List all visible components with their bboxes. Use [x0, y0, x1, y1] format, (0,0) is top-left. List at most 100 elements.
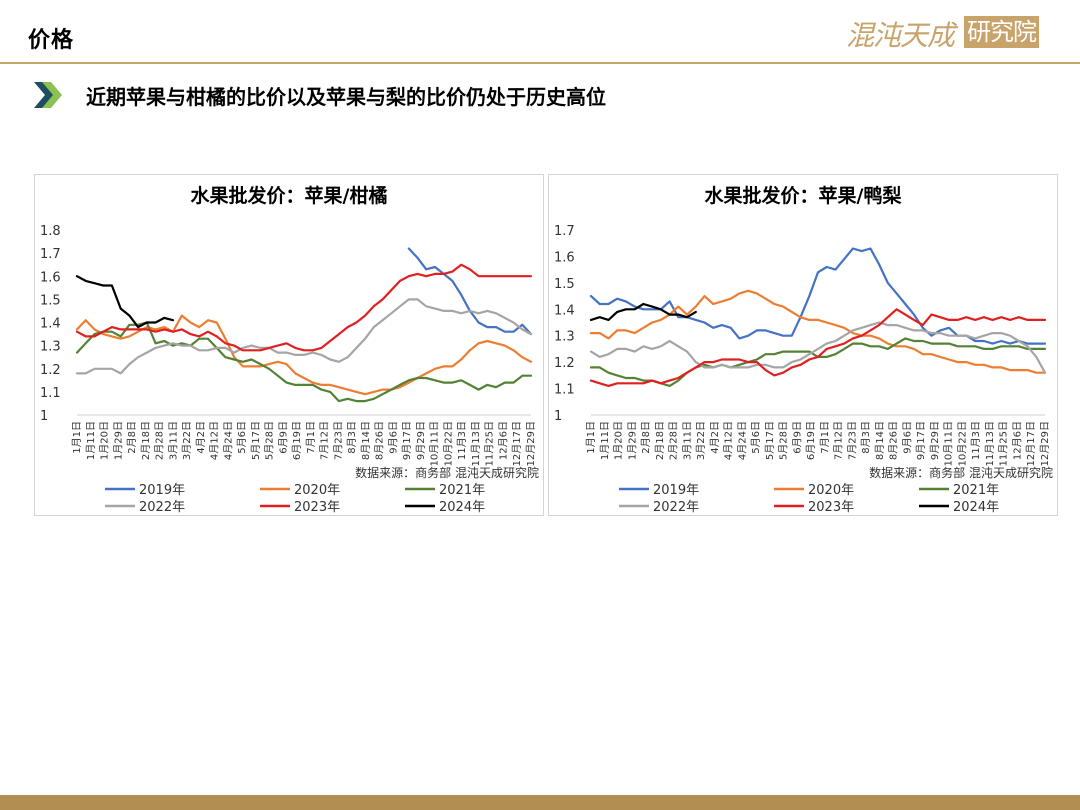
- x-tick-label: 12月29日: [1039, 421, 1051, 466]
- x-tick-label: 8月26日: [374, 421, 386, 460]
- x-tick-label: 6月9日: [791, 421, 803, 454]
- y-tick-label: 1.1: [40, 386, 61, 401]
- legend-label: 2022年: [653, 500, 699, 515]
- y-tick-label: 1: [40, 409, 48, 424]
- x-tick-label: 12月6日: [497, 421, 509, 460]
- y-tick-label: 1.7: [554, 224, 575, 239]
- series-line-2023年: [75, 263, 533, 352]
- x-tick-label: 6月19日: [291, 421, 303, 460]
- x-tick-label: 4月12日: [209, 421, 221, 460]
- x-tick-label: 2月8日: [640, 421, 652, 454]
- chart-title: 水果批发价：苹果/鸭梨: [705, 184, 903, 207]
- x-tick-label: 6月9日: [277, 421, 289, 454]
- x-tick-label: 9月29日: [415, 421, 427, 460]
- x-tick-label: 4月24日: [736, 421, 748, 460]
- x-tick-label: 1月20日: [99, 421, 111, 460]
- legend-label: 2022年: [139, 500, 185, 515]
- legend-label: 2020年: [808, 483, 854, 498]
- x-tick-label: 11月3日: [456, 421, 468, 460]
- slide-subtitle: 近期苹果与柑橘的比价以及苹果与梨的比价仍处于历史高位: [86, 85, 606, 109]
- x-tick-label: 10月11日: [429, 421, 441, 466]
- legend-label: 2021年: [953, 483, 999, 498]
- chart-apple-citrus: 水果批发价：苹果/柑橘 1 1.1 1.2 1.3 1.4 1.5 1.6 1.7 1.8 1月1日…: [40, 184, 539, 515]
- x-tick-label: 2月8日: [126, 421, 138, 454]
- legend-label: 2020年: [294, 483, 340, 498]
- x-tick-label: 12月17日: [1025, 421, 1037, 466]
- y-tick-label: 1.4: [554, 303, 575, 318]
- x-tick-label: 7月1日: [305, 421, 317, 454]
- chart-panel-apple-pear: 水果批发价：苹果/鸭梨 1 1.1 1.2 1.3 1.4 1.5 1.6 1.7 1月1日 1月1…: [548, 174, 1058, 516]
- legend-label: 2023年: [294, 500, 340, 515]
- x-tick-label: 7月12日: [833, 421, 845, 460]
- x-tick-label: 1月1日: [71, 421, 83, 454]
- x-tick-label: 12月6日: [1011, 421, 1023, 460]
- x-tick-label: 7月23日: [846, 421, 858, 460]
- y-tick-label: 1.3: [40, 340, 61, 355]
- x-tick-label: 6月19日: [805, 421, 817, 460]
- x-tick-label: 11月13日: [984, 421, 996, 466]
- y-tick-label: 1.7: [40, 247, 61, 262]
- x-tick-label: 11月25日: [998, 421, 1010, 466]
- x-tick-label: 4月2日: [709, 421, 721, 454]
- x-tick-label: 2月18日: [140, 421, 152, 460]
- series-line-2022年: [589, 321, 1047, 374]
- x-tick-label: 9月6日: [387, 421, 399, 454]
- x-tick-label: 11月13日: [470, 421, 482, 466]
- series-line-2022年: [75, 298, 533, 375]
- legend-label: 2024年: [953, 500, 999, 515]
- x-tick-label: 7月12日: [319, 421, 331, 460]
- x-tick-label: 5月17日: [764, 421, 776, 460]
- legend-label: 2021年: [439, 483, 485, 498]
- series-line-2020年: [589, 289, 1047, 374]
- series-line-2019年: [589, 247, 1047, 345]
- y-tick-label: 1.6: [40, 270, 61, 285]
- x-tick-label: 3月22日: [695, 421, 707, 460]
- series-line-2021年: [589, 337, 1047, 387]
- x-tick-label: 8月3日: [860, 421, 872, 454]
- logo-text-a: 混沌天成: [846, 19, 955, 52]
- x-tick-label: 10月11日: [943, 421, 955, 466]
- legend-label: 2024年: [439, 500, 485, 515]
- y-tick-label: 1.8: [40, 224, 61, 239]
- x-tick-label: 5月6日: [750, 421, 762, 454]
- x-tick-label: 3月11日: [167, 421, 179, 460]
- x-tick-label: 1月20日: [613, 421, 625, 460]
- chart-apple-pear: 水果批发价：苹果/鸭梨 1 1.1 1.2 1.3 1.4 1.5 1.6 1.7 1月1日 1月1…: [554, 184, 1053, 515]
- x-tick-label: 1月11日: [599, 421, 611, 460]
- y-tick-label: 1.4: [40, 317, 61, 332]
- x-tick-label: 10月22日: [956, 421, 968, 466]
- chevron-arrow-icon: [34, 82, 62, 108]
- x-tick-label: 5月6日: [236, 421, 248, 454]
- legend-label: 2019年: [139, 483, 185, 498]
- x-tick-label: 1月11日: [85, 421, 97, 460]
- x-tick-label: 9月6日: [901, 421, 913, 454]
- x-tick-label: 10月22日: [442, 421, 454, 466]
- series-line-2021年: [75, 321, 533, 403]
- x-tick-label: 5月28日: [778, 421, 790, 460]
- y-tick-label: 1.3: [554, 330, 575, 345]
- x-tick-label: 8月14日: [874, 421, 886, 460]
- x-tick-label: 4月2日: [195, 421, 207, 454]
- footer-bar: [0, 795, 1080, 810]
- x-tick-label: 8月26日: [888, 421, 900, 460]
- x-tick-label: 1月29日: [626, 421, 638, 460]
- y-tick-label: 1: [554, 409, 562, 424]
- logo-text-b: 研究院: [964, 16, 1039, 48]
- x-tick-label: 9月17日: [401, 421, 413, 460]
- header-divider: [0, 62, 1080, 64]
- x-tick-label: 7月1日: [819, 421, 831, 454]
- x-tick-label: 3月22日: [181, 421, 193, 460]
- x-tick-label: 9月29日: [929, 421, 941, 460]
- y-tick-label: 1.2: [554, 356, 575, 371]
- y-tick-label: 1.5: [40, 293, 61, 308]
- source-note: 数据来源：商务部 混沌天成研究院: [869, 465, 1053, 480]
- series-line-2024年: [75, 275, 175, 329]
- x-tick-label: 2月28日: [668, 421, 680, 460]
- legend-label: 2019年: [653, 483, 699, 498]
- chart-title: 水果批发价：苹果/柑橘: [191, 184, 388, 207]
- x-tick-label: 2月28日: [154, 421, 166, 460]
- x-tick-label: 2月18日: [654, 421, 666, 460]
- y-tick-label: 1.6: [554, 250, 575, 265]
- series-line-2023年: [589, 308, 1047, 387]
- x-tick-label: 12月29日: [525, 421, 537, 466]
